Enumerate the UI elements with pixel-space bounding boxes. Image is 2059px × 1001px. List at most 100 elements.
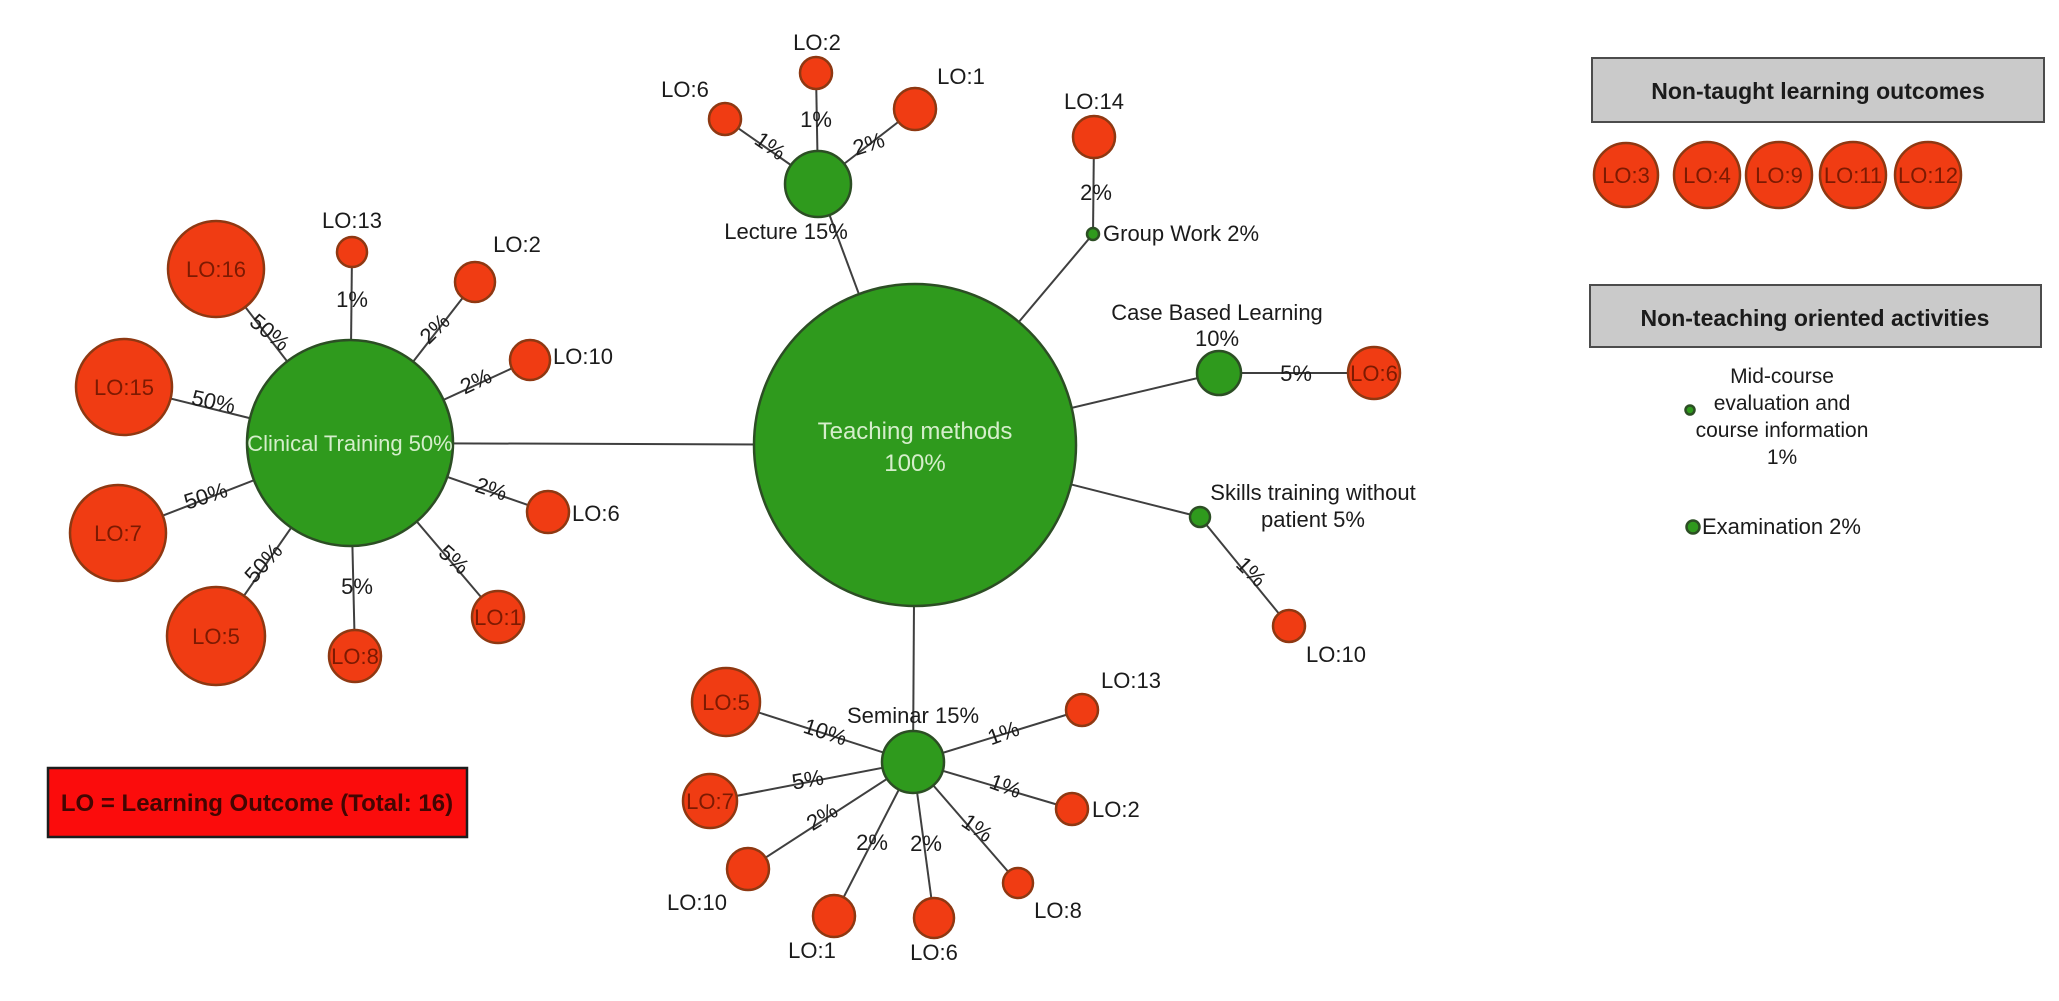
- pct-clinical-lo1: 5%: [434, 539, 474, 579]
- node-teaching-methods: [752, 282, 1078, 608]
- lo-circle-clinical-2: [453, 260, 497, 304]
- pct-clinical-lo15: 50%: [189, 385, 237, 419]
- lo-circle-seminar-2: [1054, 791, 1090, 827]
- lo-label-seminar-6: LO:6: [910, 940, 958, 965]
- pct-lecture-lo1: 2%: [850, 127, 888, 161]
- lo-label-seminar-2: LO:2: [1092, 797, 1140, 822]
- node-skills-training: [1188, 505, 1212, 529]
- lo-circle-seminar-8: [1001, 866, 1035, 900]
- node-lecture: [783, 149, 853, 219]
- method-labels: Teaching methods 100% Clinical Training …: [247, 219, 1415, 728]
- pct-seminar-lo1: 2%: [856, 830, 888, 855]
- lo-circle-casebased-6: [1346, 345, 1402, 401]
- pct-casebased-lo6: 5%: [1280, 361, 1312, 386]
- pct-clinical-lo6: 2%: [472, 472, 510, 506]
- pct-seminar-lo6: 2%: [910, 831, 942, 856]
- pct-groupwork-lo14: 2%: [1080, 180, 1112, 205]
- pct-seminar-lo7: 5%: [790, 765, 826, 795]
- lo-circle-seminar-1: [811, 893, 857, 939]
- lo-circle-clinical-15: [74, 337, 174, 437]
- lo-label-lecture-6: LO:6: [661, 77, 709, 102]
- lo-label-clinical-13: LO:13: [322, 208, 382, 233]
- lo-circle-clinical-16: [166, 219, 266, 319]
- lo-label-nontaught-12: LO:12: [1898, 163, 1958, 188]
- non-taught-header-box: [1591, 57, 2045, 123]
- lo-label-skills-10: LO:10: [1306, 642, 1366, 667]
- lo-circle-seminar-5: [690, 666, 762, 738]
- lo-circle-seminar-10: [725, 846, 771, 892]
- lo-label-clinical-8: LO:8: [331, 644, 379, 669]
- lo-circle-clinical-1: [470, 589, 526, 645]
- lo-label-clinical-10: LO:10: [553, 344, 613, 369]
- lo-label-lecture-2: LO:2: [793, 30, 841, 55]
- edge-seminar-lo7: [709, 761, 914, 802]
- groupwork-label: Group Work 2%: [1103, 221, 1259, 246]
- pct-seminar-lo2: 1%: [986, 769, 1024, 803]
- non-teaching-header-box: [1589, 284, 2042, 348]
- lo-circle-clinical-5: [165, 585, 267, 687]
- method-nodes: [245, 149, 1243, 795]
- casebased-label-line2: 10%: [1195, 326, 1239, 351]
- pct-clinical-lo5: 50%: [239, 538, 287, 587]
- pct-lecture-lo2: 1%: [800, 107, 832, 132]
- lo-label-casebased-6: LO:6: [1350, 361, 1398, 386]
- lo-label-seminar-13: LO:13: [1101, 668, 1161, 693]
- mid-course-dot: [1684, 404, 1696, 416]
- node-seminar: [880, 729, 946, 795]
- lo-label-nontaught-11: LO:11: [1824, 163, 1882, 188]
- lo-label-nontaught-4: LO:4: [1683, 163, 1731, 188]
- pct-clinical-lo7: 50%: [181, 477, 231, 514]
- non-taught-panel: Non-taught learning outcomes LO:3 LO:4 L…: [1591, 57, 2045, 210]
- edge-seminar-lo10: [747, 761, 914, 870]
- pct-clinical-lo13: 1%: [336, 287, 368, 312]
- lo-label-clinical-6: LO:6: [572, 501, 620, 526]
- pct-seminar-lo13: 1%: [984, 716, 1022, 750]
- lo-circle-skills-10: [1271, 608, 1307, 644]
- lo-circle-clinical-6: [525, 489, 571, 535]
- mid-course-line3: course information: [1696, 419, 1869, 442]
- lo-circle-nontaught-3: [1592, 141, 1660, 209]
- lo-circle-nontaught-12: [1893, 140, 1963, 210]
- lo-circle-clinical-8: [327, 628, 383, 684]
- lo-circle-clinical-10: [508, 338, 552, 382]
- skills-label-line1: Skills training without: [1210, 480, 1415, 505]
- lo-circle-lecture-2: [798, 55, 834, 91]
- lo-circle-seminar-6: [912, 896, 956, 940]
- lo-label-seminar-8: LO:8: [1034, 898, 1082, 923]
- teaching-label-line2: 100%: [884, 450, 945, 477]
- lo-labels: LO:16 LO:13 LO:2 LO:10 LO:15 LO:7 LO:6 L…: [94, 30, 1398, 965]
- pct-seminar-lo8: 1%: [957, 808, 997, 847]
- lo-circle-nontaught-9: [1744, 140, 1814, 210]
- examination-label: Examination 2%: [1702, 514, 1861, 539]
- lo-label-seminar-7: LO:7: [686, 789, 734, 814]
- node-case-based-learning: [1195, 349, 1243, 397]
- lo-circle-groupwork-14: [1071, 114, 1117, 160]
- lo-label-clinical-16: LO:16: [186, 257, 246, 282]
- examination-dot: [1685, 519, 1701, 535]
- lo-circle-lecture-6: [707, 101, 743, 137]
- lo-circle-clinical-7: [68, 483, 168, 583]
- lo-label-clinical-15: LO:15: [94, 375, 154, 400]
- pct-skills-lo10: 1%: [1231, 552, 1271, 592]
- edge-skills-lo10: [1199, 516, 1290, 627]
- lo-circle-seminar-13: [1064, 692, 1100, 728]
- lecture-label: Lecture 15%: [724, 219, 848, 244]
- lo-legend: LO = Learning Outcome (Total: 16): [46, 766, 469, 839]
- lo-label-seminar-1: LO:1: [788, 938, 836, 963]
- lo-label-nontaught-3: LO:3: [1602, 163, 1650, 188]
- clinical-label: Clinical Training 50%: [247, 431, 452, 456]
- lo-circle-seminar-7: [681, 772, 739, 830]
- teaching-label-line1: Teaching methods: [818, 418, 1013, 445]
- lo-label-nontaught-9: LO:9: [1755, 163, 1803, 188]
- casebased-label-line1: Case Based Learning: [1111, 300, 1323, 325]
- non-teaching-title: Non-teaching oriented activities: [1641, 305, 1990, 331]
- lo-label-clinical-5: LO:5: [192, 624, 240, 649]
- mid-course-line2: evaluation and: [1714, 392, 1851, 415]
- skills-label-line2: patient 5%: [1261, 507, 1365, 532]
- lo-label-seminar-5: LO:5: [702, 690, 750, 715]
- pct-clinical-lo10: 2%: [456, 363, 495, 399]
- lo-label-lecture-1: LO:1: [937, 64, 985, 89]
- pct-seminar-lo5: 10%: [801, 713, 851, 750]
